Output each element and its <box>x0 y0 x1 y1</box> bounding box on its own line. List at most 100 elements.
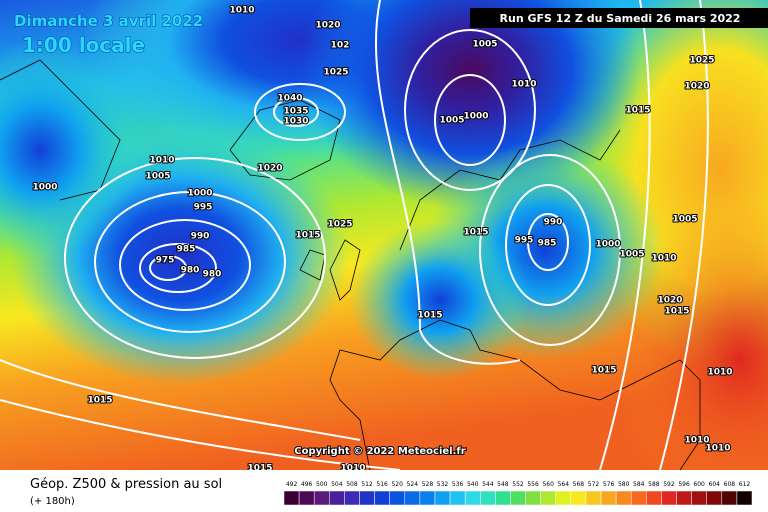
isobar-label: 1010 <box>149 156 174 166</box>
scale-label: 592 <box>663 481 675 488</box>
scale-label: 532 <box>437 481 449 488</box>
isobar-label: 1000 <box>187 189 212 199</box>
scale-swatch <box>510 490 526 506</box>
scale-swatch <box>298 490 315 506</box>
isobar-label: 1005 <box>439 116 464 126</box>
scale-label: 512 <box>361 481 373 488</box>
isobar-label: 1000 <box>32 183 57 193</box>
isobar-label: 1015 <box>591 366 616 376</box>
isobar-label: 1020 <box>657 296 682 306</box>
scale-label: 576 <box>603 481 615 488</box>
valid-date: Dimanche 3 avril 2022 <box>14 12 203 30</box>
scale-label: 608 <box>724 481 736 488</box>
isobar-label: 990 <box>544 218 563 228</box>
scale-swatch <box>449 490 466 506</box>
isobar-label: 980 <box>203 270 222 280</box>
scale-swatch <box>283 490 300 506</box>
isobar-label: 1015 <box>463 228 488 238</box>
isobar-label: 985 <box>538 239 557 249</box>
scale-label: 560 <box>542 481 554 488</box>
scale-swatch <box>374 490 390 506</box>
scale-swatch <box>570 490 587 506</box>
scale-label: 580 <box>618 481 630 488</box>
run-info: Run GFS 12 Z du Samedi 26 mars 2022 <box>500 12 741 25</box>
isobar-label: 1010 <box>707 368 732 378</box>
scale-swatch <box>585 490 602 506</box>
forecast-hour: (+ 180h) <box>30 496 75 507</box>
scale-label: 568 <box>573 481 585 488</box>
product-title: Géop. Z500 & pression au sol <box>30 477 222 492</box>
scale-label: 528 <box>422 481 434 488</box>
isobar-label: 1035 <box>283 107 308 117</box>
isobar-label: 1020 <box>257 164 282 174</box>
isobar-label: 102 <box>331 41 350 51</box>
isobar-label: 1015 <box>625 106 650 116</box>
scale-swatch <box>359 490 375 506</box>
isobar-label: 1025 <box>689 56 714 66</box>
scale-label: 508 <box>346 481 358 488</box>
scale-swatch <box>434 490 451 506</box>
scale-label: 552 <box>512 481 524 488</box>
scale-swatch <box>676 490 692 506</box>
scale-label: 540 <box>467 481 479 488</box>
scale-swatch <box>630 490 647 506</box>
scale-label: 612 <box>739 481 751 488</box>
scale-swatch <box>404 490 421 506</box>
isobar-label: 1005 <box>145 172 170 182</box>
isobar-label: 1020 <box>315 21 340 31</box>
scale-swatch <box>540 490 556 506</box>
scale-label: 604 <box>709 481 721 488</box>
scale-label: 492 <box>286 481 298 488</box>
scale-label: 588 <box>648 481 660 488</box>
isobar-label: 1015 <box>417 311 442 321</box>
scale-swatch <box>646 490 662 506</box>
color-scale: 492 496 500 504 508 512 516 520 524 528 532 536 540 5… <box>283 481 753 506</box>
scale-swatch <box>736 490 753 506</box>
scale-label: 564 <box>558 481 570 488</box>
isobar-label: 1000 <box>595 240 620 250</box>
isobar-label: 1025 <box>327 220 352 230</box>
scale-swatch <box>691 490 707 506</box>
isobar-label: 1010 <box>229 6 254 16</box>
isobar-label: 1015 <box>87 396 112 406</box>
isobar-label: 990 <box>191 232 210 242</box>
scale-swatch <box>344 490 360 506</box>
scale-label: 524 <box>407 481 419 488</box>
isobar-label: 975 <box>156 256 175 266</box>
scale-label: 544 <box>482 481 494 488</box>
isobar-label: 995 <box>194 203 213 213</box>
scale-swatch <box>480 490 496 506</box>
scale-swatch <box>313 490 330 506</box>
isobar-label: 1010 <box>684 436 709 446</box>
isobar-label: 1030 <box>283 117 308 127</box>
scale-swatch <box>329 490 345 506</box>
scale-label: 496 <box>301 481 313 488</box>
valid-time: 1:00 locale <box>22 33 145 57</box>
scale-swatch <box>661 490 677 506</box>
scale-swatch <box>721 490 738 506</box>
isobars <box>0 0 708 470</box>
scale-label: 596 <box>678 481 690 488</box>
isobar-label: 985 <box>177 245 196 255</box>
scale-swatch <box>555 490 572 506</box>
isobar-label: 1015 <box>295 231 320 241</box>
isobar-label: 1005 <box>472 40 497 50</box>
copyright: Copyright © 2022 Meteociel.fr <box>294 446 465 457</box>
isobar-label: 980 <box>181 266 200 276</box>
scale-swatch <box>389 490 406 506</box>
scale-swatch <box>600 490 617 506</box>
scale-label: 504 <box>331 481 343 488</box>
isobar-label: 1010 <box>705 444 730 454</box>
isobar-label: 995 <box>515 236 534 246</box>
scale-swatch <box>615 490 632 506</box>
scale-swatch <box>419 490 436 506</box>
isobar-label: 1015 <box>664 307 689 317</box>
scale-label: 516 <box>376 481 388 488</box>
scale-label: 548 <box>497 481 509 488</box>
isobar-labels: 1010102010210251040103510301005101010051… <box>31 5 733 475</box>
isobar-label: 1005 <box>672 215 697 225</box>
isobar-label: 1010 <box>511 80 536 90</box>
scale-label: 536 <box>452 481 464 488</box>
scale-swatch <box>706 490 723 506</box>
